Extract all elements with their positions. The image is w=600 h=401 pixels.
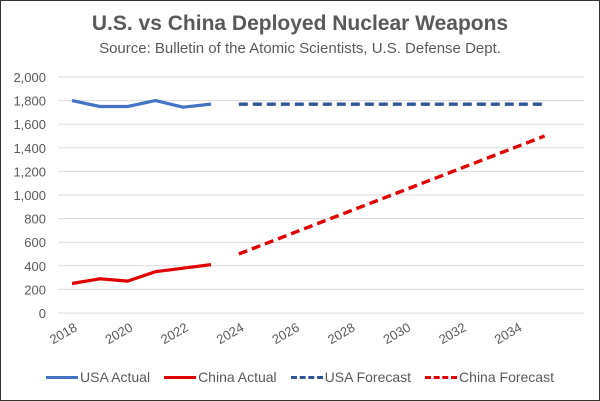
x-tick-label: 2034 <box>492 320 525 347</box>
legend-label: USA Actual <box>80 369 151 385</box>
legend-label: China Actual <box>198 369 277 385</box>
y-tick-label: 1,400 <box>13 141 46 156</box>
series-line-china-actual <box>71 263 212 286</box>
x-tick-label: 2030 <box>381 320 414 347</box>
chart-legend: USA Actual China Actual USA Forecast China … <box>0 369 600 385</box>
chart-subtitle: Source: Bulletin of the Atomic Scientist… <box>99 40 501 57</box>
x-tick-label: 2032 <box>436 320 469 347</box>
y-tick-label: 1,600 <box>13 117 46 132</box>
legend-item: USA Forecast <box>290 369 412 385</box>
y-tick-label: 1,800 <box>13 94 46 109</box>
series-line-usa-actual <box>71 98 212 109</box>
legend-item: China Actual <box>164 369 277 385</box>
series-line-china-forecast <box>238 134 546 256</box>
x-tick-label: 2020 <box>103 320 136 347</box>
chart-title: U.S. vs China Deployed Nuclear Weapons <box>91 12 509 35</box>
y-tick-label: 0 <box>39 306 46 321</box>
legend-item: China Forecast <box>425 369 554 385</box>
legend-item: USA Actual <box>46 369 150 385</box>
y-tick-label: 600 <box>24 235 46 250</box>
x-tick-label: 2022 <box>158 320 191 347</box>
legend-swatch <box>46 375 79 379</box>
y-tick-label: 2,000 <box>13 70 46 85</box>
y-tick-label: 1,000 <box>13 188 46 203</box>
x-tick-label: 2028 <box>325 320 358 347</box>
y-tick-label: 1,200 <box>13 164 46 179</box>
y-tick-label: 200 <box>24 282 46 297</box>
x-tick-label: 2018 <box>47 320 80 347</box>
legend-swatch <box>290 375 323 379</box>
y-tick-label: 400 <box>24 259 46 274</box>
legend-label: China Forecast <box>459 369 554 385</box>
x-tick-label: 2024 <box>214 320 247 347</box>
legend-swatch <box>425 375 458 379</box>
legend-swatch <box>164 375 197 379</box>
y-tick-label: 800 <box>24 212 46 227</box>
legend-label: USA Forecast <box>324 369 412 385</box>
x-tick-label: 2026 <box>269 320 302 347</box>
